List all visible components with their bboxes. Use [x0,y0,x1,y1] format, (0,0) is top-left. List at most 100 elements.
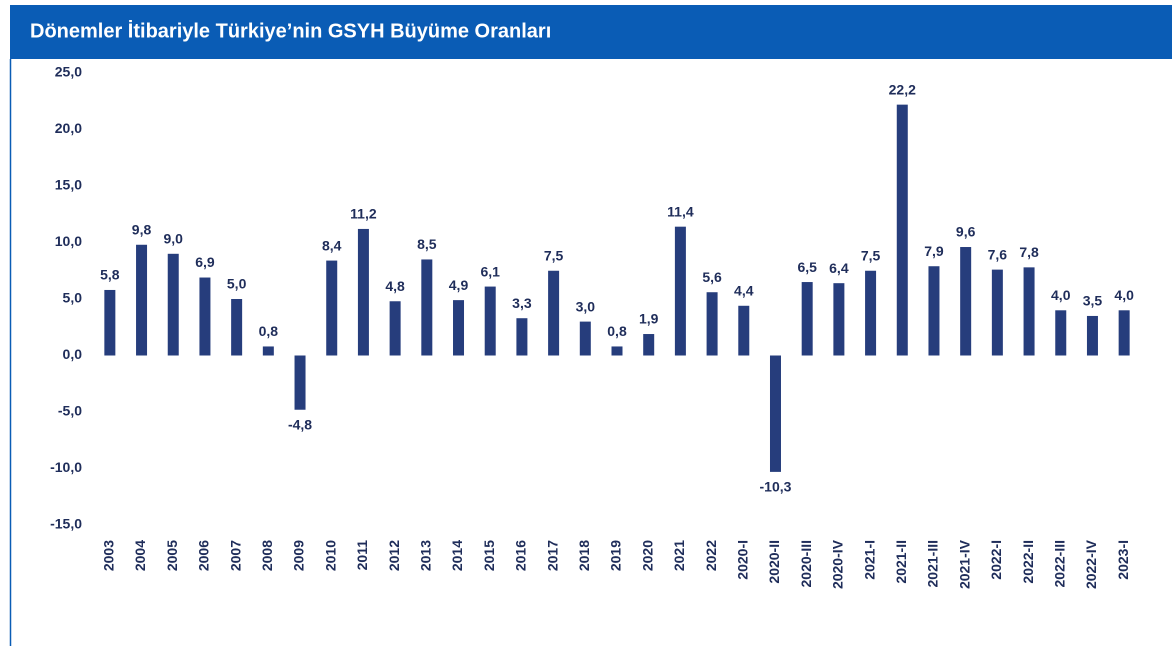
x-tick-label: 2004 [132,540,148,571]
x-tick-label: 2022-II [1020,540,1036,584]
x-tick-label: 2020-IV [830,539,846,589]
x-tick-label: 2019 [608,540,624,571]
x-tick-label: 2021-III [925,540,941,587]
bar [611,346,623,356]
x-tick-label: 2020-III [798,540,814,587]
x-tick-label: 2018 [576,540,592,571]
y-tick-label: 25,0 [55,64,82,80]
value-label: 11,4 [667,203,694,219]
x-tick-label: 2022-III [1051,540,1067,587]
bar [1055,310,1067,356]
y-tick-label: -5,0 [58,403,82,419]
x-tick-label: 2022-IV [1083,539,1099,589]
x-tick-label: 2012 [386,540,402,571]
bar [738,305,750,356]
x-tick-label: 2007 [227,540,243,571]
value-label: 6,5 [797,259,817,275]
value-label: 7,6 [988,246,1008,262]
bar [896,104,908,356]
value-label: 8,4 [322,237,342,253]
value-label: 0,8 [607,323,627,339]
value-label: 6,1 [480,263,500,279]
value-label: 9,0 [164,231,184,247]
x-tick-label: 2023-I [1115,540,1131,580]
bar [357,228,369,356]
bar [262,346,274,356]
value-label: 1,9 [639,311,659,327]
x-tick-label: 2016 [513,540,529,571]
bar [643,334,655,356]
x-tick-label: 2021-IV [956,539,972,589]
x-tick-label: 2017 [544,540,560,571]
x-tick-label: 2021 [671,540,687,571]
x-tick-label: 2021-I [861,540,877,580]
value-label: 22,2 [889,81,916,97]
x-tick-label: 2020 [639,540,655,571]
bar [833,283,845,356]
value-label: 7,9 [924,243,944,259]
value-label: 11,2 [350,206,377,222]
bar [516,318,528,356]
value-label: 0,8 [259,323,279,339]
bar [421,259,433,356]
y-tick-label: 5,0 [63,290,83,306]
bar [960,247,972,356]
bar [484,286,496,356]
value-label: 7,5 [544,247,564,263]
x-tick-label: 2021-II [893,540,909,584]
bar [326,260,338,356]
value-label: 6,4 [829,260,849,276]
y-tick-label: -10,0 [50,459,82,475]
x-tick-label: 2008 [259,540,275,571]
y-tick-label: 15,0 [55,177,82,193]
value-label: 7,8 [1019,244,1039,260]
x-tick-label: 2022 [703,540,719,571]
y-tick-label: 10,0 [55,233,82,249]
value-label: 4,8 [385,278,405,294]
value-label: 5,0 [227,276,247,292]
value-label: 8,5 [417,236,437,252]
bar [548,270,560,356]
bar [1086,315,1098,356]
bar [136,244,148,356]
value-label: 4,0 [1114,287,1134,303]
bar [294,355,306,410]
bar [1118,310,1130,356]
bar [231,299,243,356]
x-tick-label: 2014 [449,540,465,571]
x-tick-label: 2003 [101,540,117,571]
value-label: 3,0 [576,298,596,314]
x-tick-label: 2009 [291,540,307,571]
value-label: 6,9 [195,254,215,270]
bar [706,292,718,356]
bar [453,300,465,356]
bar [579,321,591,356]
x-tick-label: 2011 [354,540,370,571]
value-label: -10,3 [760,479,792,495]
value-label: 9,6 [956,224,976,240]
value-label: 9,8 [132,221,152,237]
bar [389,301,401,356]
x-tick-label: 2015 [481,540,497,571]
bar [801,282,813,356]
x-tick-label: 2013 [418,540,434,571]
value-label: -4,8 [288,416,312,432]
value-label: 7,5 [861,247,881,263]
value-label: 4,4 [734,282,754,298]
x-tick-label: 2020-I [734,540,750,580]
x-tick-label: 2005 [164,540,180,571]
bar [167,253,179,356]
bar [674,226,686,356]
bar [991,269,1003,356]
y-tick-label: 0,0 [63,346,83,362]
chart-title: Dönemler İtibariyle Türkiye’nin GSYH Büy… [30,19,551,42]
value-label: 4,0 [1051,287,1071,303]
value-label: 4,9 [449,277,469,293]
bar [928,266,940,356]
y-tick-label: -15,0 [50,516,82,532]
bar [769,355,781,472]
value-label: 3,3 [512,295,532,311]
bar [1023,267,1035,356]
value-label: 5,8 [100,267,120,283]
